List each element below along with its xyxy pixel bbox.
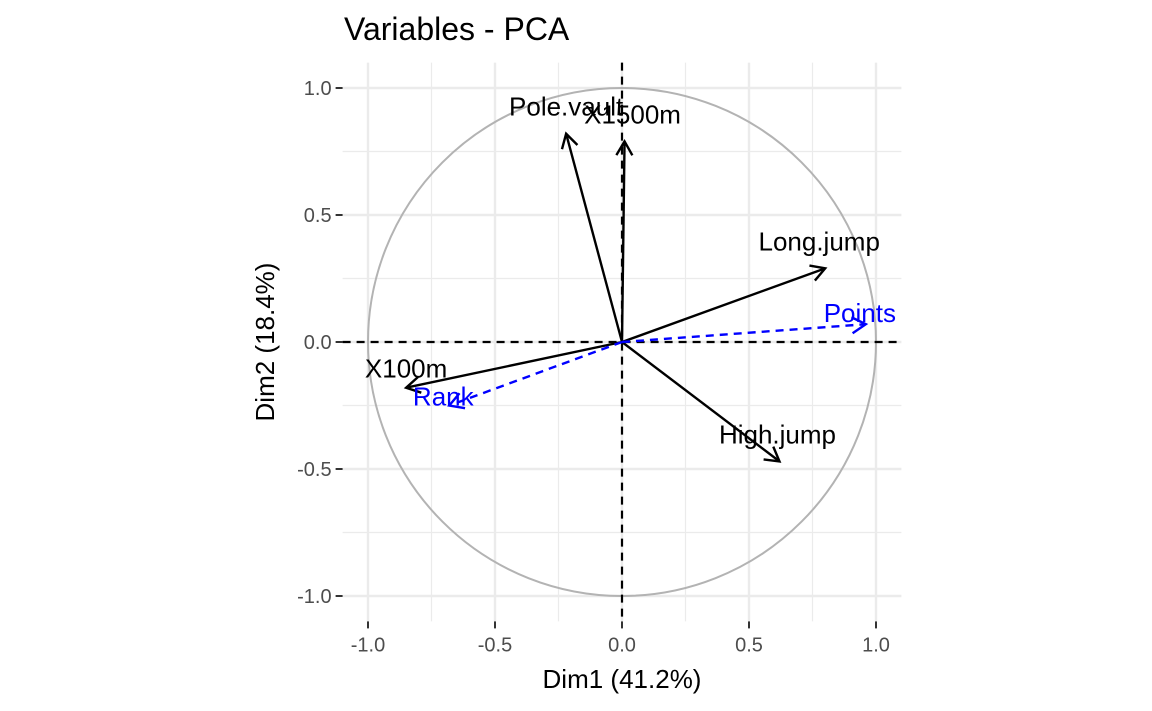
x-axis: -1.0 -0.5 0.0 0.5 1.0 xyxy=(351,621,890,656)
arrowhead-points xyxy=(850,316,869,335)
y-tick-label: 0.5 xyxy=(304,205,332,227)
arrowhead-pole-vault xyxy=(560,131,579,150)
arrow-pole-vault xyxy=(564,133,624,343)
x-axis-title: Dim1 (41.2%) xyxy=(543,664,702,694)
x-tick-label: -1.0 xyxy=(351,634,385,656)
label-long-jump: Long.jump xyxy=(758,226,879,256)
reference-lines xyxy=(342,62,902,622)
arrow-x1500m xyxy=(620,141,626,343)
arrowhead-x1500m xyxy=(615,138,634,156)
chart-title: Variables - PCA xyxy=(344,11,570,47)
arrow-high-jump xyxy=(621,341,781,463)
arrow-long-jump xyxy=(621,267,826,344)
arrowhead-x100m xyxy=(403,376,422,394)
arrow-x100m xyxy=(405,340,623,389)
label-x1500m: X1500m xyxy=(584,99,681,129)
arrow-points xyxy=(621,323,866,344)
x-tick-label: 1.0 xyxy=(862,634,890,656)
label-x100m: X100m xyxy=(365,354,447,384)
y-tick-label: 1.0 xyxy=(304,78,332,100)
arrowhead-high-jump xyxy=(763,446,782,463)
label-rank: Rank xyxy=(413,382,475,412)
x-tick-label: 0.0 xyxy=(608,634,636,656)
x-tick-label: 0.5 xyxy=(735,634,763,656)
label-high-jump: High.jump xyxy=(719,419,836,449)
arrowhead-long-jump xyxy=(809,264,828,282)
arrowhead-rank xyxy=(447,392,466,410)
y-tick-label: -0.5 xyxy=(297,459,331,481)
label-points: Points xyxy=(824,298,896,328)
y-tick-label: -1.0 xyxy=(297,586,331,608)
variable-arrows xyxy=(403,131,869,463)
y-axis-title: Dim2 (18.4%) xyxy=(250,263,280,422)
y-axis: -1.0 -0.5 0.0 0.5 1.0 xyxy=(297,78,343,608)
label-pole-vault: Pole.vault xyxy=(509,92,624,122)
x-tick-label: -0.5 xyxy=(478,634,512,656)
arrow-rank xyxy=(448,340,623,407)
y-tick-label: 0.0 xyxy=(304,332,332,354)
